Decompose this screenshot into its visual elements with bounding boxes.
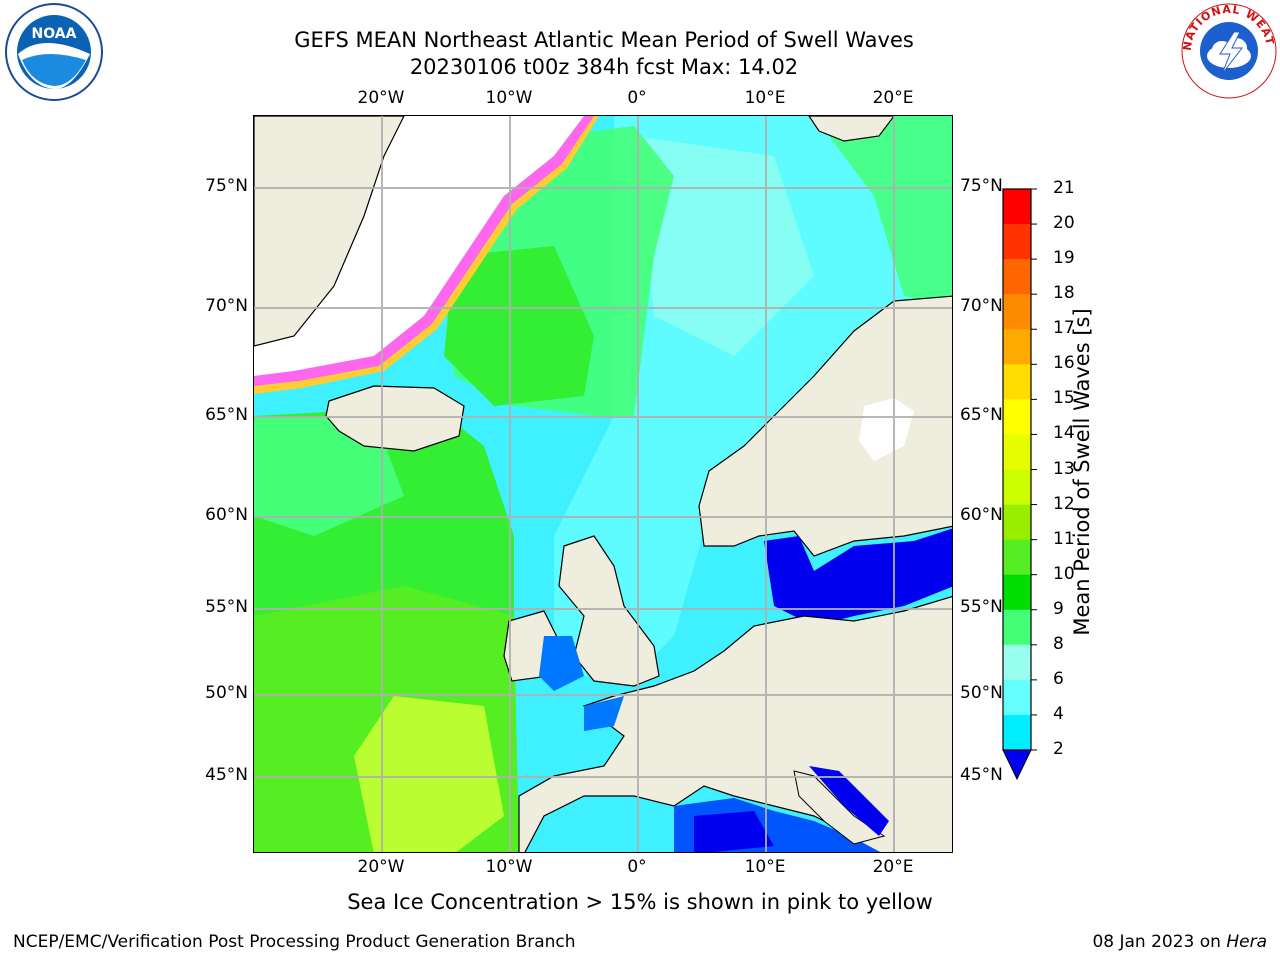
lat-label-right: 65°N — [960, 405, 1003, 425]
colorbar-tick-label: 20 — [1053, 213, 1075, 234]
footer-date: 08 Jan 2023 on — [1092, 932, 1227, 952]
colorbar-band — [1003, 644, 1031, 681]
svg-text:NOAA: NOAA — [32, 26, 77, 42]
colorbar-band — [1003, 329, 1031, 365]
lon-label-bottom: 20°E — [872, 857, 914, 877]
lon-label-top: 20°W — [357, 88, 405, 108]
colorbar-band — [1003, 574, 1031, 611]
sea-ice-caption: Sea Ice Concentration > 15% is shown in … — [347, 890, 933, 914]
colorbar-band — [1003, 364, 1031, 400]
nws-logo: NATIONAL WEATHER SERVICE — [1180, 2, 1277, 99]
lat-label-right: 50°N — [960, 683, 1003, 703]
colorbar-band — [1003, 259, 1031, 295]
lat-label-right: 75°N — [960, 176, 1003, 196]
lat-label-left: 50°N — [205, 683, 248, 703]
lat-label-left: 75°N — [205, 176, 248, 196]
colorbar-band — [1003, 294, 1031, 330]
colorbar-band — [1003, 469, 1031, 506]
colorbar-tick-label: 9 — [1053, 598, 1064, 619]
colorbar-tick-label: 19 — [1053, 248, 1075, 269]
lon-label-bottom: 20°W — [357, 857, 405, 877]
colorbar-band — [1003, 504, 1031, 541]
colorbar-tick-label: 17 — [1053, 318, 1075, 339]
colorbar-tick-label: 15 — [1053, 388, 1075, 409]
noaa-logo: NOAA — [5, 3, 103, 101]
footer-machine: Hera — [1226, 932, 1267, 952]
colorbar-tick-label: 6 — [1053, 668, 1064, 689]
lon-label-top: 10°E — [744, 88, 786, 108]
lat-label-right: 70°N — [960, 296, 1003, 316]
map-title: GEFS MEAN Northeast Atlantic Mean Period… — [294, 28, 914, 52]
colorbar-band — [1003, 399, 1031, 435]
colorbar-label: Mean Period of Swell Waves [s] — [1070, 308, 1094, 636]
lat-label-left: 55°N — [205, 597, 248, 617]
lon-label-bottom: 10°W — [485, 857, 533, 877]
colorbar-tick-label: 16 — [1053, 353, 1075, 374]
lon-label-bottom: 10°E — [744, 857, 786, 877]
colorbar-tick-label: 13 — [1053, 458, 1075, 479]
lat-label-left: 65°N — [205, 405, 248, 425]
lon-label-top: 20°E — [872, 88, 914, 108]
lon-label-top: 10°W — [485, 88, 533, 108]
lat-label-left: 60°N — [205, 505, 248, 525]
colorbar-tick-label: 2 — [1053, 739, 1064, 759]
colorbar-tick-label: 10 — [1053, 563, 1075, 584]
colorbar-tick-label: 14 — [1053, 423, 1075, 444]
colorbar-band — [1003, 679, 1031, 716]
footer-left: NCEP/EMC/Verification Post Processing Pr… — [13, 932, 576, 952]
lat-label-left: 70°N — [205, 296, 248, 316]
lat-label-right: 55°N — [960, 597, 1003, 617]
lon-label-bottom: 0° — [627, 857, 647, 877]
colorbar-tick-label: 21 — [1053, 178, 1075, 198]
colorbar-band — [1003, 189, 1031, 225]
colorbar-tick-label: 18 — [1053, 283, 1075, 304]
colorbar — [1002, 188, 1037, 781]
colorbar-band — [1003, 609, 1031, 646]
lon-label-top: 0° — [627, 88, 647, 108]
colorbar-tick-label: 12 — [1053, 493, 1075, 514]
colorbar-band — [1003, 539, 1031, 576]
lat-label-right: 45°N — [960, 765, 1003, 785]
colorbar-band — [1003, 434, 1031, 470]
map-subtitle: 20230106 t00z 384h fcst Max: 14.02 — [409, 55, 799, 79]
swell-period-map — [253, 115, 953, 853]
map-canvas — [254, 116, 952, 852]
colorbar-tick-label: 4 — [1053, 703, 1064, 724]
lat-label-left: 45°N — [205, 765, 248, 785]
lat-label-right: 60°N — [960, 505, 1003, 525]
colorbar-band — [1003, 714, 1031, 751]
colorbar-tick-label: 11 — [1053, 528, 1075, 549]
footer-right: 08 Jan 2023 on Hera — [1092, 932, 1267, 952]
colorbar-tick-label: 8 — [1053, 633, 1064, 654]
colorbar-band — [1003, 224, 1031, 260]
